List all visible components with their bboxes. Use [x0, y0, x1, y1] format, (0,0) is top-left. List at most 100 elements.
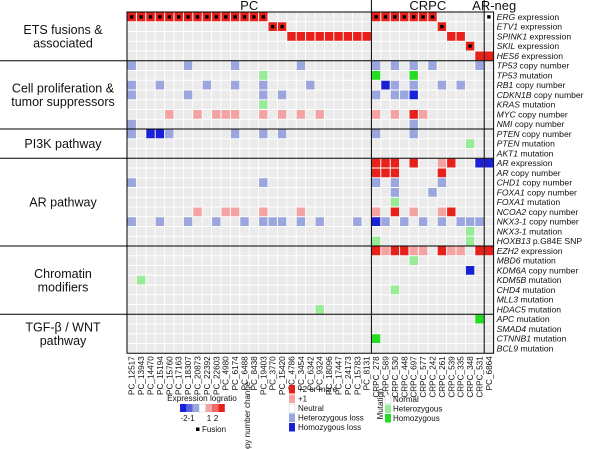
heatmap-cell — [400, 217, 409, 226]
heatmap-cell — [409, 256, 418, 265]
section-label-line: TGF-β / WNT — [25, 321, 101, 335]
column-label: PC_8131 — [363, 356, 372, 391]
row-label-feature: copy number — [512, 119, 564, 129]
heatmap-cell — [390, 110, 400, 119]
heatmap-cell — [240, 217, 249, 226]
row-label: PTEN copy number — [497, 129, 572, 139]
row-label: CHD1 copy number — [497, 178, 573, 188]
heatmap-cell — [409, 90, 418, 100]
row-label-feature: expression — [527, 31, 571, 41]
row-label: TP53 mutation — [497, 70, 553, 80]
fusion-marker — [195, 15, 200, 19]
section-label-line: Cell proliferation & — [12, 82, 115, 96]
row-label-gene: ERG — [497, 12, 516, 22]
row-label-feature: copy number — [520, 129, 572, 139]
legend-mutation-label: Homozygous — [393, 414, 440, 423]
row-label-gene: NCOA2 — [497, 207, 527, 217]
heatmap-cell — [381, 217, 390, 226]
heatmap-cell — [390, 285, 400, 295]
row-label-feature: copy number — [526, 265, 578, 275]
heatmap-cell — [259, 110, 268, 119]
heatmap-cell — [475, 314, 484, 324]
section-label-line: modifiers — [38, 280, 89, 294]
row-label-gene: KDM6A — [497, 265, 527, 275]
heatmap-frame — [0, 0, 495, 354]
row-label-gene: HES6 — [497, 51, 520, 61]
heatmap-cell — [296, 32, 306, 41]
heatmap-cell — [400, 90, 409, 100]
fusion-marker — [412, 15, 416, 19]
row-label-gene: MBD6 — [497, 256, 521, 266]
row-label: MLL3 mutation — [497, 295, 554, 305]
legend-copy-number-label: Homozygous loss — [298, 423, 361, 432]
heatmap-cell — [202, 80, 212, 90]
legend-mutation-swatch — [385, 404, 391, 413]
fusion-marker — [242, 15, 247, 19]
row-label-feature: copy number — [525, 187, 577, 197]
fusion-marker — [186, 15, 190, 19]
column-label: PC_6174 — [231, 356, 240, 391]
legend-expression-tick: -2 — [180, 414, 188, 423]
legend-copy-number-label: Heterozygous loss — [298, 414, 364, 423]
heatmap-cell — [484, 51, 494, 61]
heatmap-cell — [418, 217, 428, 226]
row-label-feature: copy number — [527, 217, 579, 227]
heatmap-cell — [146, 129, 155, 139]
heatmap-cell — [230, 80, 240, 90]
heatmap-cell — [212, 217, 221, 226]
heatmap-cell — [127, 178, 136, 187]
fusion-marker — [261, 15, 265, 19]
heatmap-cell — [343, 32, 353, 41]
column-label: CRPC_448 — [400, 356, 409, 398]
heatmap-cell — [371, 168, 381, 178]
heatmap-cell — [155, 217, 165, 226]
row-label-gene: CDKN1B — [497, 90, 532, 100]
row-label-feature: expression — [515, 41, 559, 51]
heatmap-cell — [437, 168, 447, 178]
legend-expression-swatch — [212, 404, 219, 412]
heatmap-cell — [136, 275, 146, 285]
column-label: PC_14470 — [147, 356, 156, 395]
row-label: MBD6 mutation — [497, 256, 556, 266]
row-label: AKT1 mutation — [496, 148, 554, 158]
row-label-feature: copy number — [509, 168, 561, 178]
row-label: BCL9 mutation — [497, 343, 554, 353]
heatmap-cell — [437, 207, 447, 217]
column-label: CRPC_242 — [429, 356, 438, 398]
fusion-marker — [224, 15, 228, 19]
column-label: PC_17163 — [175, 356, 184, 395]
heatmap-cell — [390, 80, 400, 90]
heatmap-cell — [193, 207, 202, 217]
legend-copy-number-label: Neutral — [298, 404, 324, 413]
heatmap-cell — [437, 80, 447, 90]
row-label: AR expression — [496, 158, 553, 168]
column-label: PC_13943 — [137, 356, 146, 395]
column-label: PC_3454 — [297, 356, 306, 391]
heatmap-cell — [428, 61, 437, 70]
fusion-marker — [402, 15, 406, 19]
heatmap-cell — [296, 217, 306, 226]
column-label: PC_15783 — [353, 356, 362, 395]
legend-expression-tick: -1 — [187, 414, 195, 423]
column-label: PC_20873 — [194, 356, 203, 395]
legend-expression-title: Expression logratio — [167, 394, 237, 403]
row-label: HDAC5 mutation — [497, 304, 562, 314]
fusion-marker — [233, 15, 237, 19]
column-label: PC_6488 — [241, 356, 250, 391]
row-label: SKIL expression — [497, 41, 560, 51]
row-label-gene: ETV1 — [497, 22, 519, 32]
legend-expression-tick: 2 — [214, 414, 219, 423]
legend-fusion-label: Fusion — [202, 425, 226, 434]
group-headers: PC CRPC AR-neg — [240, 0, 516, 13]
legend-copy-number-label: +2 or more — [298, 385, 337, 394]
heatmap-cell — [371, 61, 381, 70]
section-label-line: tumor suppressors — [11, 95, 115, 109]
row-label-feature: mutation — [531, 334, 567, 344]
heatmap-cell — [183, 90, 193, 100]
column-label: PC_24173 — [344, 356, 353, 395]
heatmap-cell — [390, 90, 400, 100]
section-labels: ETS fusions & associated Cell proliferatio… — [11, 23, 115, 348]
heatmap-cell — [381, 80, 390, 90]
heatmap-cell — [437, 246, 447, 256]
